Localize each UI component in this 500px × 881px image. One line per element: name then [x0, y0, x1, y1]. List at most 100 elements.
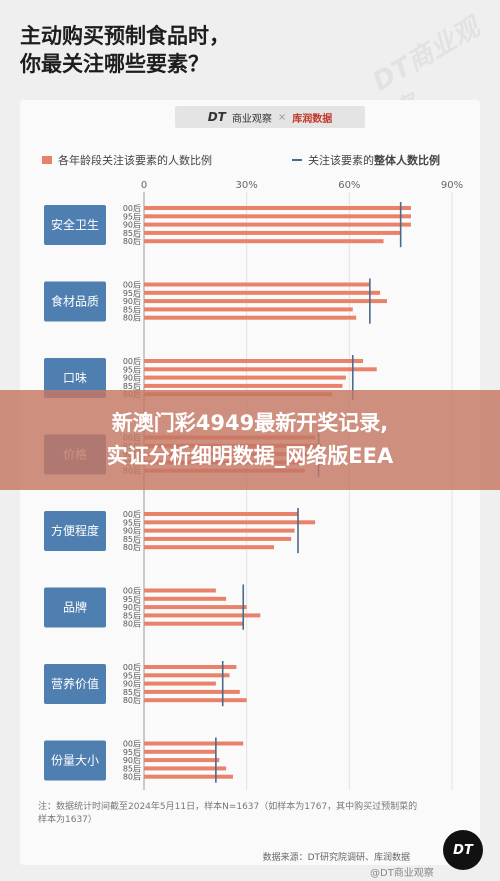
- footnote: 注：数据统计时间截至2024年5月11日，样本N=1637（如样本为1767，其…: [38, 801, 438, 827]
- age-group-label: 95后: [123, 288, 141, 298]
- bar: [144, 375, 346, 380]
- age-group-label: 85后: [123, 304, 141, 314]
- footer-credit: @DT商业观察: [370, 868, 434, 879]
- age-group-label: 00后: [123, 356, 141, 366]
- age-group-label: 95后: [123, 517, 141, 527]
- age-group-label: 85后: [123, 763, 141, 773]
- bar: [144, 613, 261, 618]
- legend-bar: 各年龄段关注该要素的人数比例: [42, 152, 212, 168]
- legend-line-label: 关注该要素的整体人数比例: [308, 154, 440, 167]
- brand-dt-name: 商业观察: [231, 113, 272, 125]
- footnote-line-1: 注：数据统计时间截至2024年5月11日，样本N=1637（如样本为1767，其…: [38, 802, 418, 812]
- category-box: [44, 587, 106, 628]
- page-title: 主动购买预制食品时， 你最关注哪些要素？: [20, 22, 230, 78]
- banner-line-2: 实证分析细明数据_网络版EEA: [106, 444, 394, 468]
- age-group-label: 85后: [123, 610, 141, 620]
- category-label: 方便程度: [51, 523, 99, 538]
- age-group-label: 85后: [123, 381, 141, 391]
- legend-line: 关注该要素的整体人数比例: [292, 152, 440, 168]
- category-box: [44, 664, 106, 704]
- age-group-label: 80后: [123, 695, 141, 705]
- x-tick-label: 90%: [441, 180, 463, 191]
- bar: [144, 766, 227, 771]
- age-group-label: 80后: [123, 236, 141, 246]
- bar: [144, 758, 220, 763]
- category-box: [44, 358, 106, 398]
- age-group-label: 00后: [123, 586, 141, 596]
- age-group-label: 80后: [123, 619, 141, 629]
- bar: [144, 588, 216, 593]
- bar: [144, 673, 230, 678]
- bar: [144, 545, 275, 550]
- bar: [144, 222, 411, 227]
- age-group-label: 80后: [123, 542, 141, 552]
- category-label: 安全卫生: [51, 217, 99, 232]
- category-box: [44, 511, 106, 551]
- legend-bar-swatch: [42, 156, 52, 164]
- bar: [144, 367, 377, 372]
- legend-bar-label: 各年龄段关注该要素的人数比例: [58, 154, 212, 167]
- x-tick-label: 0: [141, 180, 147, 191]
- category-box: [44, 205, 106, 245]
- bar: [144, 282, 370, 287]
- age-group-label: 95后: [123, 670, 141, 680]
- age-group-label: 95后: [123, 594, 141, 604]
- age-group-label: 95后: [123, 747, 141, 757]
- category-label: 品牌: [63, 601, 87, 615]
- category-label: 营养价值: [51, 676, 99, 691]
- x-tick-label: 30%: [236, 180, 258, 191]
- bar: [144, 698, 247, 703]
- title-line-1: 主动购买预制食品时，: [20, 24, 230, 48]
- banner-line-1: 新澳门彩4949最新开奖记录,: [111, 411, 389, 435]
- age-group-label: 90后: [123, 373, 141, 383]
- age-group-label: 95后: [123, 211, 141, 221]
- brand-partner: 库润数据: [292, 113, 333, 125]
- bar: [144, 230, 401, 235]
- bar: [144, 596, 227, 601]
- bar: [144, 689, 240, 694]
- bar: [144, 681, 216, 686]
- age-group-label: 90后: [123, 296, 141, 306]
- category-box: [44, 281, 106, 322]
- bar: [144, 774, 233, 779]
- bar: [144, 512, 298, 516]
- age-group-label: 90后: [123, 526, 141, 536]
- age-group-label: 00后: [123, 280, 141, 290]
- bar: [144, 214, 411, 219]
- bar: [144, 665, 237, 669]
- bar: [144, 290, 381, 295]
- legend-line-swatch: [292, 159, 302, 161]
- bar: [144, 359, 364, 363]
- age-group-label: 90后: [123, 755, 141, 765]
- overlay-banner: 新澳门彩4949最新开奖记录, 实证分析细明数据_网络版EEA: [0, 390, 500, 490]
- bar: [144, 520, 316, 525]
- category-label: 口味: [63, 371, 87, 385]
- footnote-line-2: 样本为1637）: [38, 815, 97, 825]
- bar: [144, 621, 244, 626]
- age-group-label: 00后: [123, 203, 141, 213]
- bar: [144, 299, 387, 304]
- bar: [144, 528, 295, 533]
- category-label: 食材品质: [51, 294, 99, 309]
- bar: [144, 536, 292, 541]
- brand-bar: DT 商业观察 × 库润数据: [175, 106, 365, 128]
- bar: [144, 315, 357, 320]
- age-group-label: 80后: [123, 313, 141, 323]
- age-group-label: 85后: [123, 534, 141, 544]
- bar: [144, 239, 384, 244]
- category-label: 份量大小: [51, 754, 99, 768]
- bar: [144, 749, 216, 754]
- bar: [144, 383, 343, 388]
- brand-dt: DT: [207, 110, 226, 124]
- category-box: [44, 740, 106, 781]
- age-group-label: 85后: [123, 228, 141, 238]
- x-tick-label: 60%: [338, 180, 360, 191]
- bar: [144, 206, 411, 210]
- brand-separator: ×: [277, 111, 287, 123]
- age-group-label: 95后: [123, 364, 141, 374]
- bar: [144, 741, 244, 746]
- title-line-2: 你最关注哪些要素？: [20, 52, 209, 76]
- age-group-label: 00后: [123, 509, 141, 519]
- age-group-label: 85后: [123, 687, 141, 697]
- age-group-label: 00后: [123, 739, 141, 749]
